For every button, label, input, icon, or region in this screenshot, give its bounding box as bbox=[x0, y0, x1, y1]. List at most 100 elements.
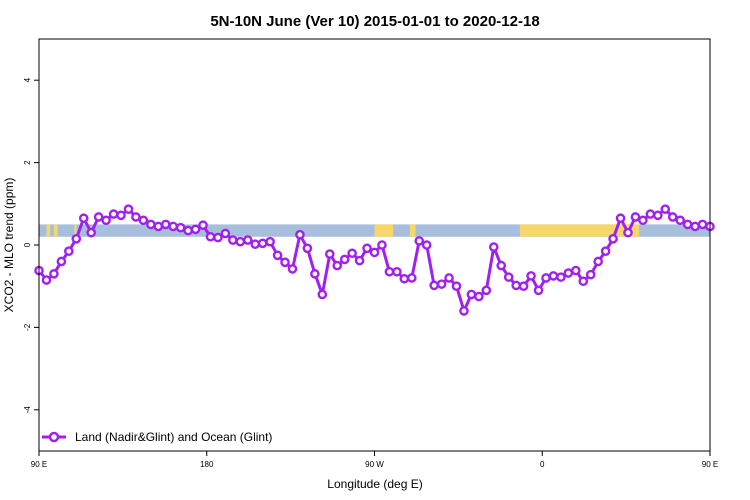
data-point bbox=[354, 255, 365, 266]
data-point bbox=[49, 269, 59, 279]
data-point bbox=[302, 243, 313, 254]
data-point bbox=[183, 225, 193, 236]
data-point bbox=[392, 266, 402, 277]
data-point bbox=[339, 254, 350, 265]
data-point bbox=[377, 240, 387, 250]
data-point bbox=[235, 236, 246, 247]
data-point bbox=[93, 212, 104, 222]
y-tick-label: 4 bbox=[23, 77, 32, 82]
data-point bbox=[675, 215, 685, 226]
data-point bbox=[518, 281, 529, 292]
data-point bbox=[295, 229, 305, 240]
data-point bbox=[310, 269, 320, 279]
data-point bbox=[444, 273, 454, 283]
x-tick-label: 90 E bbox=[702, 460, 718, 469]
data-point bbox=[451, 281, 462, 292]
data-point bbox=[71, 234, 82, 244]
data-point bbox=[101, 215, 111, 226]
data-point bbox=[324, 249, 335, 259]
data-point bbox=[541, 273, 551, 283]
y-tick-label: -4 bbox=[23, 406, 32, 414]
data-point bbox=[600, 246, 611, 256]
data-point bbox=[257, 238, 268, 249]
data-point bbox=[474, 291, 484, 302]
chart-title: 5N-10N June (Ver 10) 2015-01-01 to 2020-… bbox=[210, 13, 539, 30]
data-point bbox=[108, 209, 119, 219]
data-point bbox=[608, 234, 618, 244]
data-point bbox=[436, 279, 447, 289]
land-band-segment bbox=[74, 224, 77, 237]
data-point bbox=[332, 260, 343, 271]
data-point bbox=[242, 235, 253, 245]
data-point bbox=[265, 236, 275, 247]
x-tick-label: 180 bbox=[200, 460, 214, 469]
data-point bbox=[131, 212, 141, 222]
data-point bbox=[466, 289, 477, 300]
data-point bbox=[496, 260, 507, 271]
data-point bbox=[667, 212, 678, 222]
data-point bbox=[160, 219, 171, 230]
y-axis-label: XCO2 - MLO trend (ppm) bbox=[2, 178, 16, 313]
land-band-segment bbox=[519, 224, 640, 237]
data-point bbox=[503, 272, 514, 282]
data-point bbox=[56, 256, 67, 267]
data-point bbox=[213, 232, 223, 243]
data-point bbox=[645, 209, 656, 219]
data-point bbox=[272, 250, 283, 261]
x-tick-label: 90 W bbox=[365, 460, 384, 469]
data-point bbox=[280, 257, 290, 268]
data-point bbox=[421, 240, 432, 250]
data-point bbox=[414, 236, 425, 246]
data-point bbox=[399, 273, 410, 284]
x-axis: 90 E 180 90 W 0 90 E bbox=[31, 451, 718, 469]
data-point bbox=[511, 280, 521, 291]
data-point bbox=[697, 219, 708, 230]
data-point bbox=[638, 215, 648, 226]
data-point bbox=[228, 235, 238, 245]
data-point bbox=[406, 273, 417, 283]
data-point bbox=[175, 222, 186, 233]
data-point bbox=[116, 210, 126, 221]
data-point bbox=[64, 246, 74, 256]
y-tick-label: -2 bbox=[23, 323, 32, 331]
data-point bbox=[459, 306, 469, 316]
series-layer bbox=[34, 204, 715, 316]
y-tick-label: 0 bbox=[23, 242, 32, 247]
data-point bbox=[86, 227, 96, 238]
data-point bbox=[138, 215, 149, 226]
data-point bbox=[41, 275, 52, 285]
land-band-segment bbox=[374, 224, 394, 237]
data-point bbox=[384, 266, 395, 277]
data-point bbox=[548, 271, 559, 281]
data-point bbox=[690, 221, 700, 232]
data-point bbox=[287, 264, 298, 274]
x-tick-label: 0 bbox=[540, 460, 545, 469]
data-point bbox=[123, 204, 134, 214]
legend-entry-label: Land (Nadir&Glint) and Ocean (Glint) bbox=[75, 430, 272, 444]
data-point bbox=[623, 227, 633, 238]
data-point bbox=[369, 247, 380, 258]
data-point bbox=[556, 272, 566, 282]
legend-marker-swatch bbox=[48, 431, 60, 443]
land-band-segment bbox=[53, 224, 58, 237]
data-point bbox=[429, 280, 439, 291]
data-point bbox=[615, 213, 626, 224]
data-point bbox=[578, 276, 589, 287]
y-tick-label: 2 bbox=[23, 160, 32, 165]
data-point bbox=[362, 243, 372, 254]
data-point bbox=[571, 265, 581, 276]
data-point bbox=[533, 285, 544, 296]
data-point bbox=[585, 269, 596, 280]
data-point bbox=[317, 289, 328, 300]
data-point bbox=[563, 268, 574, 278]
data-point bbox=[593, 256, 603, 267]
data-point bbox=[78, 213, 89, 224]
data-point bbox=[347, 248, 357, 259]
data-point bbox=[146, 219, 156, 230]
data-point bbox=[168, 221, 178, 232]
data-point bbox=[205, 231, 216, 242]
data-point bbox=[220, 228, 231, 239]
x-tick-label: 90 E bbox=[31, 460, 47, 469]
land-band-segment bbox=[46, 224, 51, 237]
